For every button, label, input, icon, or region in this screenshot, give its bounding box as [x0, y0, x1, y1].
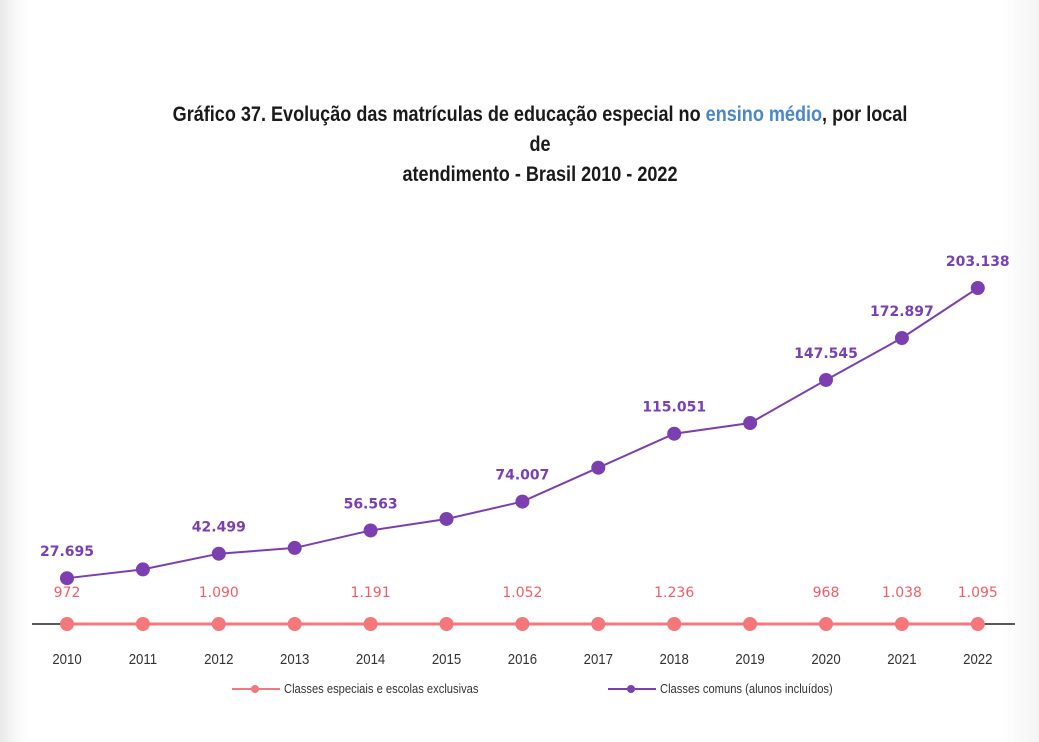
data-point-especiais	[743, 617, 758, 631]
chart-title-line2: atendimento - Brasil 2010 - 2022	[402, 163, 678, 186]
data-label-especiais: 1.191	[351, 585, 391, 601]
legend-swatch-comuns	[608, 684, 656, 693]
chart-title-highlight: ensino médio	[705, 103, 823, 126]
x-tick-label: 2020	[811, 650, 840, 667]
data-label-especiais: 1.236	[654, 585, 694, 601]
data-point-especiais	[439, 617, 454, 631]
legend-item-comuns: Classes comuns (alunos incluídos)	[608, 681, 861, 696]
x-tick-label: 2013	[280, 650, 309, 667]
legend-label-especiais: Classes especiais e escolas exclusivas	[284, 681, 479, 696]
legend-marker-comuns	[627, 684, 635, 693]
data-point-especiais	[970, 617, 985, 631]
x-tick-label: 2022	[963, 650, 992, 667]
data-label-especiais: 968	[813, 585, 840, 601]
x-tick-label: 2017	[584, 650, 613, 667]
data-point-comuns	[287, 540, 302, 555]
data-point-especiais	[211, 617, 226, 631]
chart-title-line1: Gráfico 37. Evolução das matrículas de e…	[162, 100, 919, 160]
data-label-comuns: 172.897	[870, 304, 934, 320]
data-point-comuns	[667, 426, 682, 441]
data-point-comuns	[135, 562, 150, 577]
chart-title-part2: , por local de	[529, 103, 908, 156]
legend-item-especiais: Classes especiais e escolas exclusivas	[232, 681, 510, 696]
data-point-especiais	[515, 617, 530, 631]
data-point-especiais	[363, 617, 378, 631]
data-point-comuns	[363, 523, 378, 538]
x-tick-label: 2019	[735, 650, 764, 667]
data-label-comuns: 115.051	[642, 400, 706, 416]
x-tick-label: 2015	[432, 650, 461, 667]
chart-title-part1: Gráfico 37. Evolução das matrículas de e…	[172, 103, 706, 126]
data-point-especiais	[287, 617, 302, 631]
data-point-comuns	[591, 460, 606, 475]
data-point-comuns	[743, 416, 758, 431]
data-label-especiais: 1.052	[502, 585, 542, 601]
data-label-comuns: 147.545	[794, 346, 858, 362]
data-label-especiais: 1.090	[199, 585, 239, 601]
data-label-comuns: 42.499	[192, 520, 246, 536]
data-label-comuns: 203.138	[946, 254, 1010, 270]
x-tick-label: 2010	[52, 650, 81, 667]
x-tick-label: 2011	[129, 650, 157, 667]
data-point-comuns	[819, 372, 833, 387]
data-label-comuns: 74.007	[495, 468, 549, 484]
chart-title: Gráfico 37. Evolução das matrículas de e…	[162, 100, 919, 190]
legend-marker-especiais	[251, 684, 259, 693]
x-tick-label: 2018	[660, 650, 689, 667]
data-point-comuns	[894, 331, 909, 346]
data-point-comuns	[439, 511, 454, 526]
data-label-comuns: 27.695	[40, 544, 94, 560]
data-label-comuns: 56.563	[344, 496, 398, 512]
x-tick-label: 2012	[204, 650, 233, 667]
data-point-especiais	[894, 617, 909, 631]
data-point-comuns	[515, 494, 530, 509]
data-point-especiais	[819, 617, 833, 631]
data-point-especiais	[667, 617, 682, 631]
chart-legend: Classes especiais e escolas exclusivas C…	[0, 681, 1039, 701]
data-point-especiais	[60, 617, 74, 631]
data-label-especiais: 1.095	[958, 585, 998, 601]
x-tick-label: 2016	[508, 650, 537, 667]
data-point-especiais	[591, 617, 606, 631]
x-tick-label: 2021	[887, 650, 916, 667]
legend-swatch-especiais	[232, 684, 280, 693]
data-label-especiais: 972	[54, 585, 81, 601]
legend-label-comuns: Classes comuns (alunos incluídos)	[660, 681, 833, 696]
data-point-comuns	[211, 546, 226, 561]
x-tick-label: 2014	[356, 650, 385, 667]
data-point-comuns	[60, 571, 74, 586]
data-label-especiais: 1.038	[882, 585, 922, 601]
data-point-especiais	[135, 617, 150, 631]
data-point-comuns	[970, 281, 985, 295]
